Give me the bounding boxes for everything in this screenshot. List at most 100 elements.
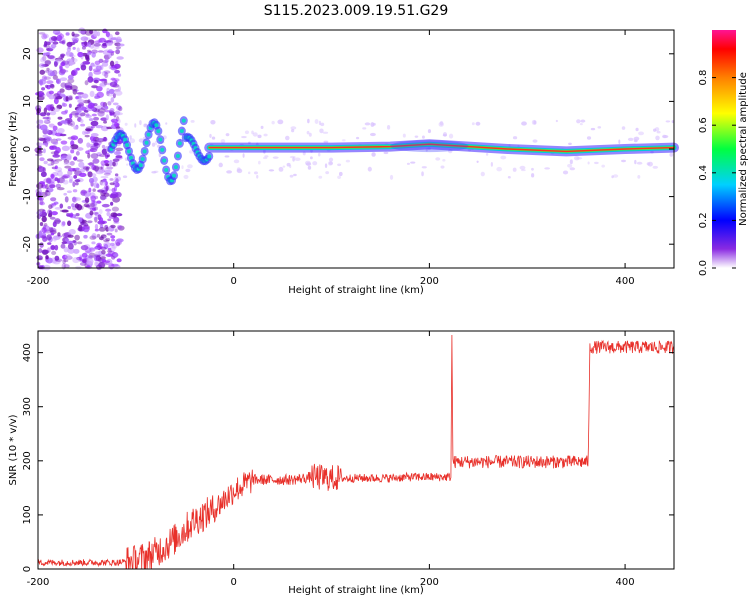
noise-speckle xyxy=(117,85,121,92)
noise-speckle xyxy=(110,118,119,123)
noise-speckle xyxy=(80,41,87,45)
noise-speckle xyxy=(41,249,50,254)
noise-speckle xyxy=(84,247,92,254)
noise-speckle xyxy=(262,156,268,160)
noise-speckle xyxy=(38,208,45,212)
noise-speckle xyxy=(76,147,84,151)
noise-speckle xyxy=(80,119,84,124)
noise-speckle xyxy=(442,158,446,162)
noise-speckle xyxy=(50,232,55,236)
noise-speckle xyxy=(79,112,86,117)
noise-speckle xyxy=(448,133,454,139)
noise-speckle xyxy=(90,120,99,127)
noise-speckle xyxy=(71,69,78,76)
noise-speckle xyxy=(345,159,350,163)
noise-speckle xyxy=(438,121,444,127)
noise-speckle xyxy=(42,142,48,146)
noise-speckle xyxy=(35,153,43,157)
noise-speckle xyxy=(61,110,68,115)
noise-speckle xyxy=(306,130,310,135)
x-tick-label: 200 xyxy=(420,577,439,588)
colorbar-tick-label: 0.8 xyxy=(698,70,709,86)
noise-speckle xyxy=(101,249,106,255)
noise-speckle xyxy=(532,139,538,143)
noise-speckle xyxy=(655,135,660,141)
noise-speckle xyxy=(308,132,312,137)
noise-speckle xyxy=(88,247,95,251)
noise-speckle xyxy=(116,224,123,230)
noise-speckle xyxy=(103,159,110,164)
noise-speckle xyxy=(43,223,48,227)
noise-speckle xyxy=(76,241,83,245)
ridge-core xyxy=(172,173,177,178)
noise-speckle xyxy=(50,173,55,179)
noise-speckle xyxy=(82,259,87,263)
noise-speckle xyxy=(70,135,79,141)
noise-speckle xyxy=(38,230,43,237)
noise-speckle xyxy=(57,116,63,120)
noise-speckle xyxy=(81,93,89,99)
noise-speckle xyxy=(181,165,184,170)
noise-speckle xyxy=(107,33,113,40)
noise-speckle xyxy=(317,152,321,157)
noise-speckle xyxy=(64,238,70,242)
noise-speckle xyxy=(116,104,122,111)
noise-speckle xyxy=(338,171,343,177)
noise-speckle xyxy=(110,97,115,103)
noise-speckle xyxy=(81,46,86,50)
noise-speckle xyxy=(46,67,50,71)
noise-speckle xyxy=(89,210,94,216)
noise-speckle xyxy=(114,228,118,233)
noise-speckle xyxy=(318,175,323,179)
noise-speckle xyxy=(634,159,637,165)
snr-x-ticks: -200 0 200 400 xyxy=(27,331,635,588)
ridge-core xyxy=(179,129,184,134)
noise-speckle xyxy=(65,240,74,245)
noise-speckle xyxy=(64,62,70,69)
noise-speckle xyxy=(65,96,69,102)
noise-speckle xyxy=(49,216,56,220)
noise-speckle xyxy=(91,176,98,183)
figure-title: S115.2023.009.19.51.G29 xyxy=(264,3,449,19)
noise-speckle xyxy=(85,128,92,132)
noise-speckle xyxy=(320,122,325,127)
noise-speckle xyxy=(95,251,101,256)
noise-speckle xyxy=(85,113,90,117)
noise-speckle xyxy=(87,76,94,83)
noise-speckle xyxy=(56,187,65,191)
noise-speckle xyxy=(60,243,66,249)
noise-speckle xyxy=(52,41,59,45)
noise-speckle xyxy=(45,177,52,184)
noise-speckle xyxy=(38,32,46,35)
noise-speckle xyxy=(70,120,76,127)
noise-speckle xyxy=(94,228,99,232)
noise-speckle xyxy=(612,174,619,178)
noise-speckle xyxy=(103,192,110,197)
noise-speckle xyxy=(43,107,47,114)
noise-speckle xyxy=(49,110,57,116)
noise-speckle xyxy=(54,244,59,251)
noise-speckle xyxy=(62,179,69,185)
ridge-core xyxy=(142,149,147,154)
noise-speckle xyxy=(64,254,72,260)
noise-speckle xyxy=(421,166,427,169)
noise-speckle xyxy=(109,60,115,67)
noise-speckle xyxy=(104,105,109,109)
noise-speckle xyxy=(43,76,52,80)
noise-speckle xyxy=(621,159,626,163)
noise-speckle xyxy=(512,167,517,172)
noise-speckle xyxy=(51,145,58,149)
y-tick-label: 400 xyxy=(22,343,33,362)
noise-speckle xyxy=(116,118,121,124)
snr-y-label: SNR (10 * v/v) xyxy=(8,414,19,485)
ridge-core xyxy=(162,158,167,163)
noise-speckle xyxy=(53,235,61,241)
noise-speckle xyxy=(81,93,87,99)
noise-speckle xyxy=(576,119,581,124)
noise-speckle xyxy=(555,119,558,123)
noise-speckle xyxy=(93,254,97,258)
noise-speckle xyxy=(251,130,254,135)
noise-speckle xyxy=(590,127,596,131)
noise-speckle xyxy=(90,145,99,150)
noise-speckle xyxy=(39,69,46,75)
